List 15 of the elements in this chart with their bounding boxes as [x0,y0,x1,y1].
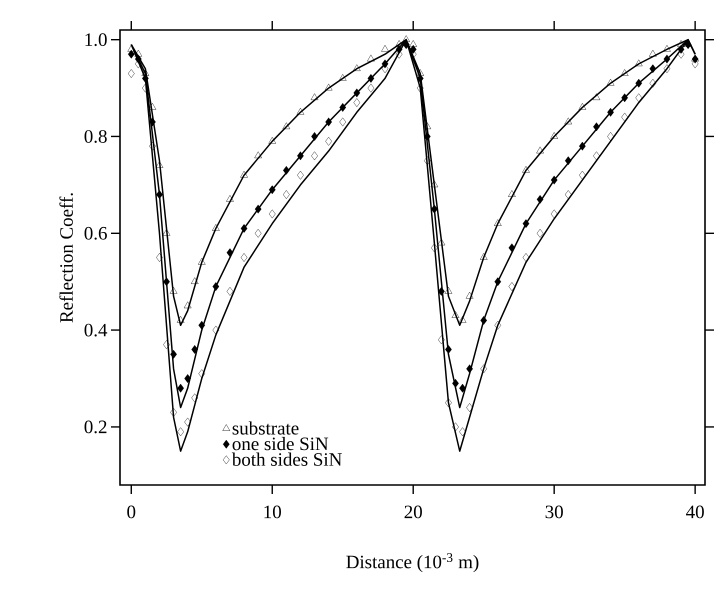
legend-label: substrate [232,421,299,435]
y-tick-label: 0.2 [84,420,106,434]
y-tick-label: 0.8 [84,130,107,143]
x-tick-label: 30 [546,506,563,518]
y-axis-title: Reflection Coeff. [59,193,73,322]
x-tick-label: 40 [686,506,704,518]
x-tick-label: 20 [404,506,422,518]
legend-label: one side SiN [232,436,328,450]
x-tick-label: 10 [264,506,281,518]
x-axis-title: Distance (10$^{-3}$ m) [346,553,478,572]
legend-label: both sides SiN [232,452,342,466]
y-tick-label: 0.4 [84,324,108,337]
y-tick-label: 0.6 [84,226,107,240]
x-tick-label: 0 [127,506,136,518]
y-tick-label: 1.0 [85,33,107,46]
